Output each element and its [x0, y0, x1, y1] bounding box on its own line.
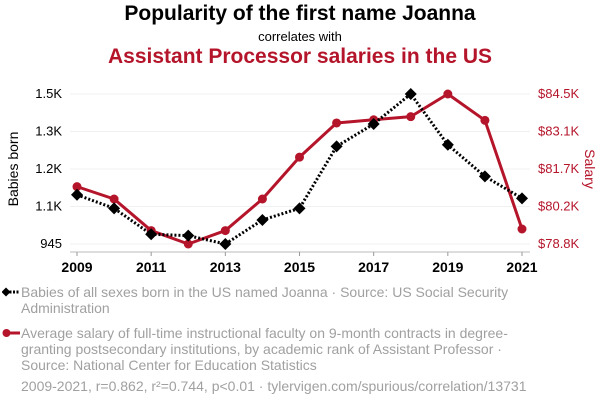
chart-title: Popularity of the first name Joanna: [124, 2, 476, 25]
x-tick-label: 2009: [61, 259, 92, 275]
salary-point: [332, 118, 342, 128]
babies-point: [330, 140, 343, 153]
y-tick-label-left: 1.5K: [35, 86, 62, 101]
chart-footer: 2009-2021, r=0.862, r²=0.744, p<0.01 · t…: [21, 378, 527, 394]
x-tick-label: 2011: [136, 259, 167, 275]
y-tick-label-right: $81.7K: [538, 161, 580, 176]
legend-item-salary: Average salary of full-time instructiona…: [2, 325, 541, 373]
line-chart: 1.5K $84.5K 1.3K $83.1K 1.2K $81.7K 1.1K $80.2K…: [5, 86, 598, 275]
salary-point: [480, 115, 490, 125]
y-tick-label-right: $84.5K: [538, 86, 580, 101]
chart-title-secondary: Assistant Processor salaries in the US: [108, 45, 492, 68]
babies-point: [71, 188, 83, 201]
y-axis-label-right: Salary: [582, 149, 598, 189]
circle-marker-icon: [2, 329, 20, 337]
x-tick-label: 2021: [506, 259, 537, 275]
babies-point: [145, 228, 158, 241]
legend-item-babies: Babies of all sexes born in the US named…: [2, 284, 541, 316]
salary-point: [406, 112, 416, 122]
babies-point: [516, 192, 528, 205]
salary-point: [220, 226, 230, 236]
salary-point: [257, 194, 267, 204]
babies-point: [219, 238, 232, 250]
y-tick-label-right: $80.2K: [538, 199, 580, 214]
x-tick-label: 2017: [358, 259, 389, 275]
salary-point: [295, 152, 304, 162]
salary-point: [183, 239, 193, 249]
salary-point: [109, 194, 119, 204]
salary-point: [443, 89, 453, 99]
babies-point: [367, 118, 380, 130]
diamond-marker-icon: [2, 287, 20, 297]
chart-subtitle: correlates with: [258, 29, 342, 44]
babies-point: [256, 213, 269, 226]
x-tick-label: 2013: [210, 259, 241, 275]
y-tick-label-left: 1.1K: [35, 199, 62, 214]
x-tick-label: 2015: [284, 259, 315, 275]
babies-point: [293, 202, 306, 215]
y-tick-label-left: 1.3K: [35, 124, 62, 139]
babies-point: [108, 202, 121, 215]
y-tick-label-right: $78.8K: [538, 236, 580, 251]
y-tick-label-left: 1.2K: [35, 161, 62, 176]
legend-label-salary: Average salary of full-time instructiona…: [21, 325, 508, 373]
y-tick-label-left: 945: [40, 236, 62, 251]
babies-point: [441, 138, 454, 151]
babies-point: [182, 229, 195, 242]
babies-point: [404, 88, 417, 100]
babies-point: [478, 170, 491, 183]
x-tick-label: 2019: [432, 259, 463, 275]
y-axis-label-left: Babies born: [5, 132, 21, 207]
salary-point: [517, 224, 527, 234]
legend-label-babies: Babies of all sexes born in the US named…: [21, 284, 509, 316]
y-tick-label-right: $83.1K: [538, 124, 580, 139]
salary-point: [72, 182, 82, 192]
